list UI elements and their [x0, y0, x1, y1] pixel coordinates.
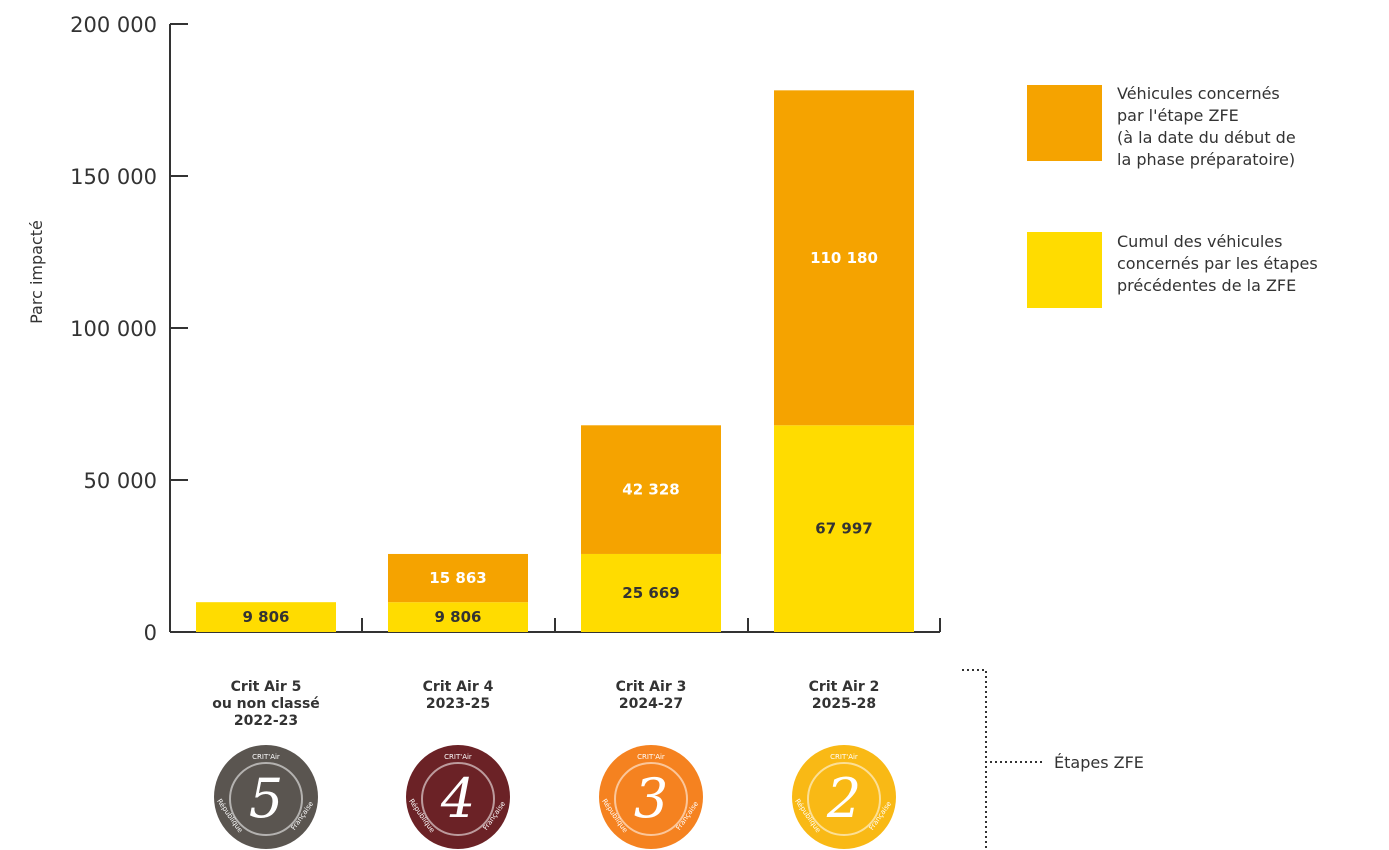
y-tick-label: 150 000	[70, 165, 157, 189]
badge-ring	[229, 762, 303, 836]
category-label: Crit Air 5	[231, 679, 302, 695]
badge-number: 4	[440, 767, 475, 830]
bar-segment	[388, 553, 528, 603]
legend-swatch	[1027, 232, 1102, 308]
bar-segment	[581, 425, 721, 554]
data-label: 25 669	[622, 584, 679, 602]
bar-segment	[774, 90, 914, 426]
legend-entry: Véhicules concernés	[1117, 84, 1280, 103]
y-tick-label: 100 000	[70, 317, 157, 341]
badge-number: 3	[634, 767, 668, 830]
bar-segment	[196, 602, 336, 632]
legend-entry: (à la date du début de	[1117, 128, 1296, 147]
legend-swatch	[1027, 85, 1102, 161]
data-label: 9 806	[243, 608, 290, 626]
badge-header: CRIT'Air	[252, 753, 280, 761]
legend-entry: la phase préparatoire)	[1117, 150, 1295, 169]
data-label: 67 997	[815, 520, 872, 538]
y-axis-label: Parc impacté	[27, 220, 46, 324]
category-label: Crit Air 2	[809, 679, 880, 695]
badge-number: 5	[249, 767, 283, 830]
legend: Véhicules concernés par l'étape ZFE (à la …	[1027, 84, 1318, 308]
data-label: 15 863	[429, 569, 486, 587]
category-label: Crit Air 3	[616, 679, 687, 695]
bar-segment	[774, 425, 914, 632]
data-label: 9 806	[435, 608, 482, 626]
y-tick-label: 50 000	[84, 469, 157, 493]
category-label: ou non classé	[212, 696, 320, 712]
y-tick-label: 200 000	[70, 13, 157, 37]
legend-entry: précédentes de la ZFE	[1117, 276, 1296, 295]
badge-ring	[807, 762, 881, 836]
category-label: 2025-28	[812, 696, 876, 712]
legend-entry: concernés par les étapes	[1117, 254, 1318, 273]
badge-ring	[421, 762, 495, 836]
stages-annotation: Étapes ZFE	[962, 669, 1144, 850]
stage-label: Étapes ZFE	[1054, 753, 1144, 772]
badge-header: CRIT'Air	[444, 753, 472, 761]
bars	[196, 90, 914, 632]
legend-entry: par l'étape ZFE	[1117, 106, 1239, 125]
category-label: 2023-25	[426, 696, 490, 712]
data-label: 110 180	[810, 249, 878, 267]
category-label: 2022-23	[234, 713, 298, 729]
legend-entry: Cumul des véhicules	[1117, 232, 1282, 251]
category-label: Crit Air 4	[423, 679, 494, 695]
bracket-line	[962, 669, 987, 850]
bar-segment	[388, 602, 528, 632]
category-label: 2024-27	[619, 696, 683, 712]
bar-segment	[581, 553, 721, 632]
badge-header: CRIT'Air	[830, 753, 858, 761]
badge-header: CRIT'Air	[637, 753, 665, 761]
badge-ring	[614, 762, 688, 836]
badge-number: 2	[826, 767, 861, 830]
data-label: 42 328	[622, 481, 679, 499]
y-tick-label: 0	[144, 621, 157, 645]
